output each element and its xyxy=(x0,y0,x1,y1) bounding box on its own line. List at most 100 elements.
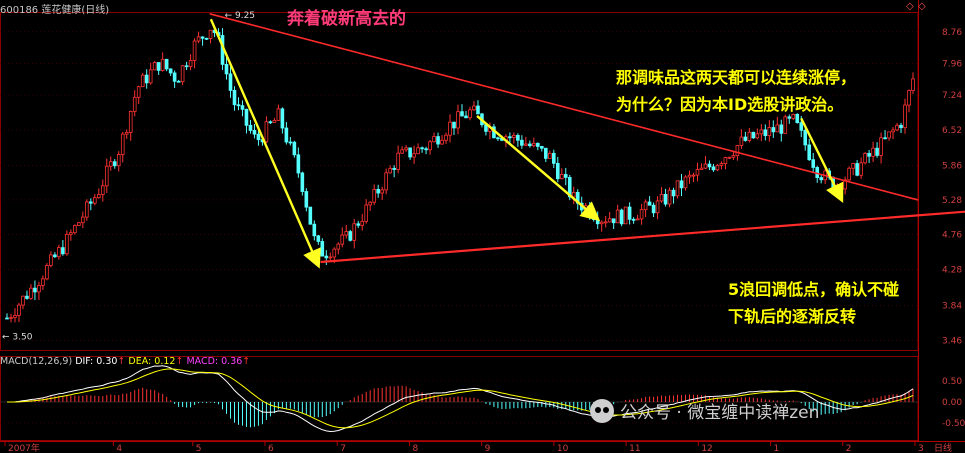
candle-down xyxy=(763,129,768,136)
watermark: 公众号 · 微宝缠中读禅zen xyxy=(590,398,819,423)
candle-down xyxy=(839,185,843,190)
candle-up xyxy=(444,134,448,141)
time-tick-label: 12 xyxy=(701,444,712,453)
candle-up xyxy=(675,180,680,197)
candle-down xyxy=(168,68,173,74)
candle-up xyxy=(388,167,392,174)
candle-down xyxy=(795,113,800,124)
candle-up xyxy=(440,139,444,145)
candle-up xyxy=(767,127,772,136)
dif-line xyxy=(7,365,914,433)
candle-down xyxy=(883,137,887,140)
candle-up xyxy=(372,188,376,203)
time-tick-label: 5 xyxy=(196,444,202,453)
candle-down xyxy=(236,104,241,107)
candle-up xyxy=(132,96,137,112)
candle-up xyxy=(332,248,337,258)
candle-up xyxy=(851,163,855,169)
candle-up xyxy=(548,152,552,159)
price-tick-label: 4.28 xyxy=(942,266,962,276)
candle-up xyxy=(140,74,145,88)
time-tick-label: 1 xyxy=(774,444,780,453)
candle-down xyxy=(647,201,652,206)
candle-down xyxy=(460,111,464,117)
candle-down xyxy=(855,163,859,176)
candle-down xyxy=(268,121,273,124)
candle-up xyxy=(328,256,333,259)
candle-down xyxy=(707,163,712,168)
annotation-bottom-line1: 5浪回调低点，确认不碰 xyxy=(728,280,900,299)
diamond-icon[interactable]: ◇ xyxy=(906,1,914,12)
candle-down xyxy=(671,189,676,197)
candle-up xyxy=(77,222,81,226)
candle-down xyxy=(751,131,756,139)
candle-up xyxy=(907,90,911,106)
diamond-icon[interactable]: ◇ xyxy=(918,1,926,12)
trend-arrow xyxy=(209,18,321,269)
price-tick-label: 6.52 xyxy=(942,126,962,136)
candle-up xyxy=(65,233,69,255)
time-tick-label: 10 xyxy=(557,444,569,453)
candle-up xyxy=(735,145,740,156)
candle-up xyxy=(45,265,49,280)
candle-up xyxy=(396,152,400,170)
candle-up xyxy=(21,295,25,306)
candle-down xyxy=(256,133,261,141)
candle-down xyxy=(452,121,456,129)
candle-up xyxy=(340,234,345,245)
candle-up xyxy=(188,60,193,67)
price-tick-label: 3.84 xyxy=(942,302,962,312)
annotation-bottom-line2: 下轨后的逐渐反转 xyxy=(728,307,857,326)
candle-up xyxy=(196,36,201,42)
candle-down xyxy=(61,247,65,255)
low-price-label: ← 3.50 xyxy=(2,332,33,342)
candle-down xyxy=(875,147,879,156)
candle-down xyxy=(679,180,684,189)
candle-down xyxy=(204,37,209,40)
annotation-bottom: 5浪回调低点，确认不碰 下轨后的逐渐反转 xyxy=(728,276,899,330)
macd-dea: DEA: 0.12 xyxy=(128,356,176,367)
candle-up xyxy=(416,147,420,155)
candle-down xyxy=(316,235,321,242)
candle-up xyxy=(360,220,365,226)
upper-trend-line xyxy=(209,13,919,201)
candle-up xyxy=(468,109,472,119)
time-tick-label: 9 xyxy=(485,444,491,453)
candle-up xyxy=(192,40,197,61)
candle-up xyxy=(512,134,516,138)
candle-down xyxy=(595,219,600,225)
macd-tick-label: 0.50 xyxy=(942,377,962,387)
candle-up xyxy=(85,201,89,218)
candle-down xyxy=(248,124,253,131)
candle-up xyxy=(859,162,863,176)
candle-up xyxy=(148,69,153,84)
time-tick-label: 7 xyxy=(340,444,346,453)
candle-up xyxy=(599,221,604,225)
candle-up xyxy=(903,104,907,129)
macd-dif: DIF: 0.30 xyxy=(75,356,118,367)
candle-up xyxy=(571,191,576,198)
time-tick-label: 8 xyxy=(412,444,418,453)
candle-down xyxy=(551,152,556,164)
candle-up xyxy=(120,133,125,155)
trend-arrow xyxy=(800,117,844,203)
candle-up xyxy=(352,223,357,241)
candle-down xyxy=(563,174,568,178)
candle-up xyxy=(731,155,736,158)
candle-up xyxy=(871,147,875,157)
candle-up xyxy=(843,179,847,190)
candle-down xyxy=(280,108,285,129)
candle-up xyxy=(524,143,528,146)
candle-down xyxy=(164,58,169,70)
candle-up xyxy=(69,232,73,235)
candle-up xyxy=(57,247,61,258)
candle-up xyxy=(104,165,109,187)
candle-up xyxy=(891,129,895,133)
candle-down xyxy=(376,188,380,194)
price-tick-label: 8.76 xyxy=(942,28,962,38)
candle-up xyxy=(368,201,372,206)
macd-tick-label: -0.50 xyxy=(942,419,965,429)
candle-down xyxy=(308,206,313,225)
candle-down xyxy=(244,108,249,126)
